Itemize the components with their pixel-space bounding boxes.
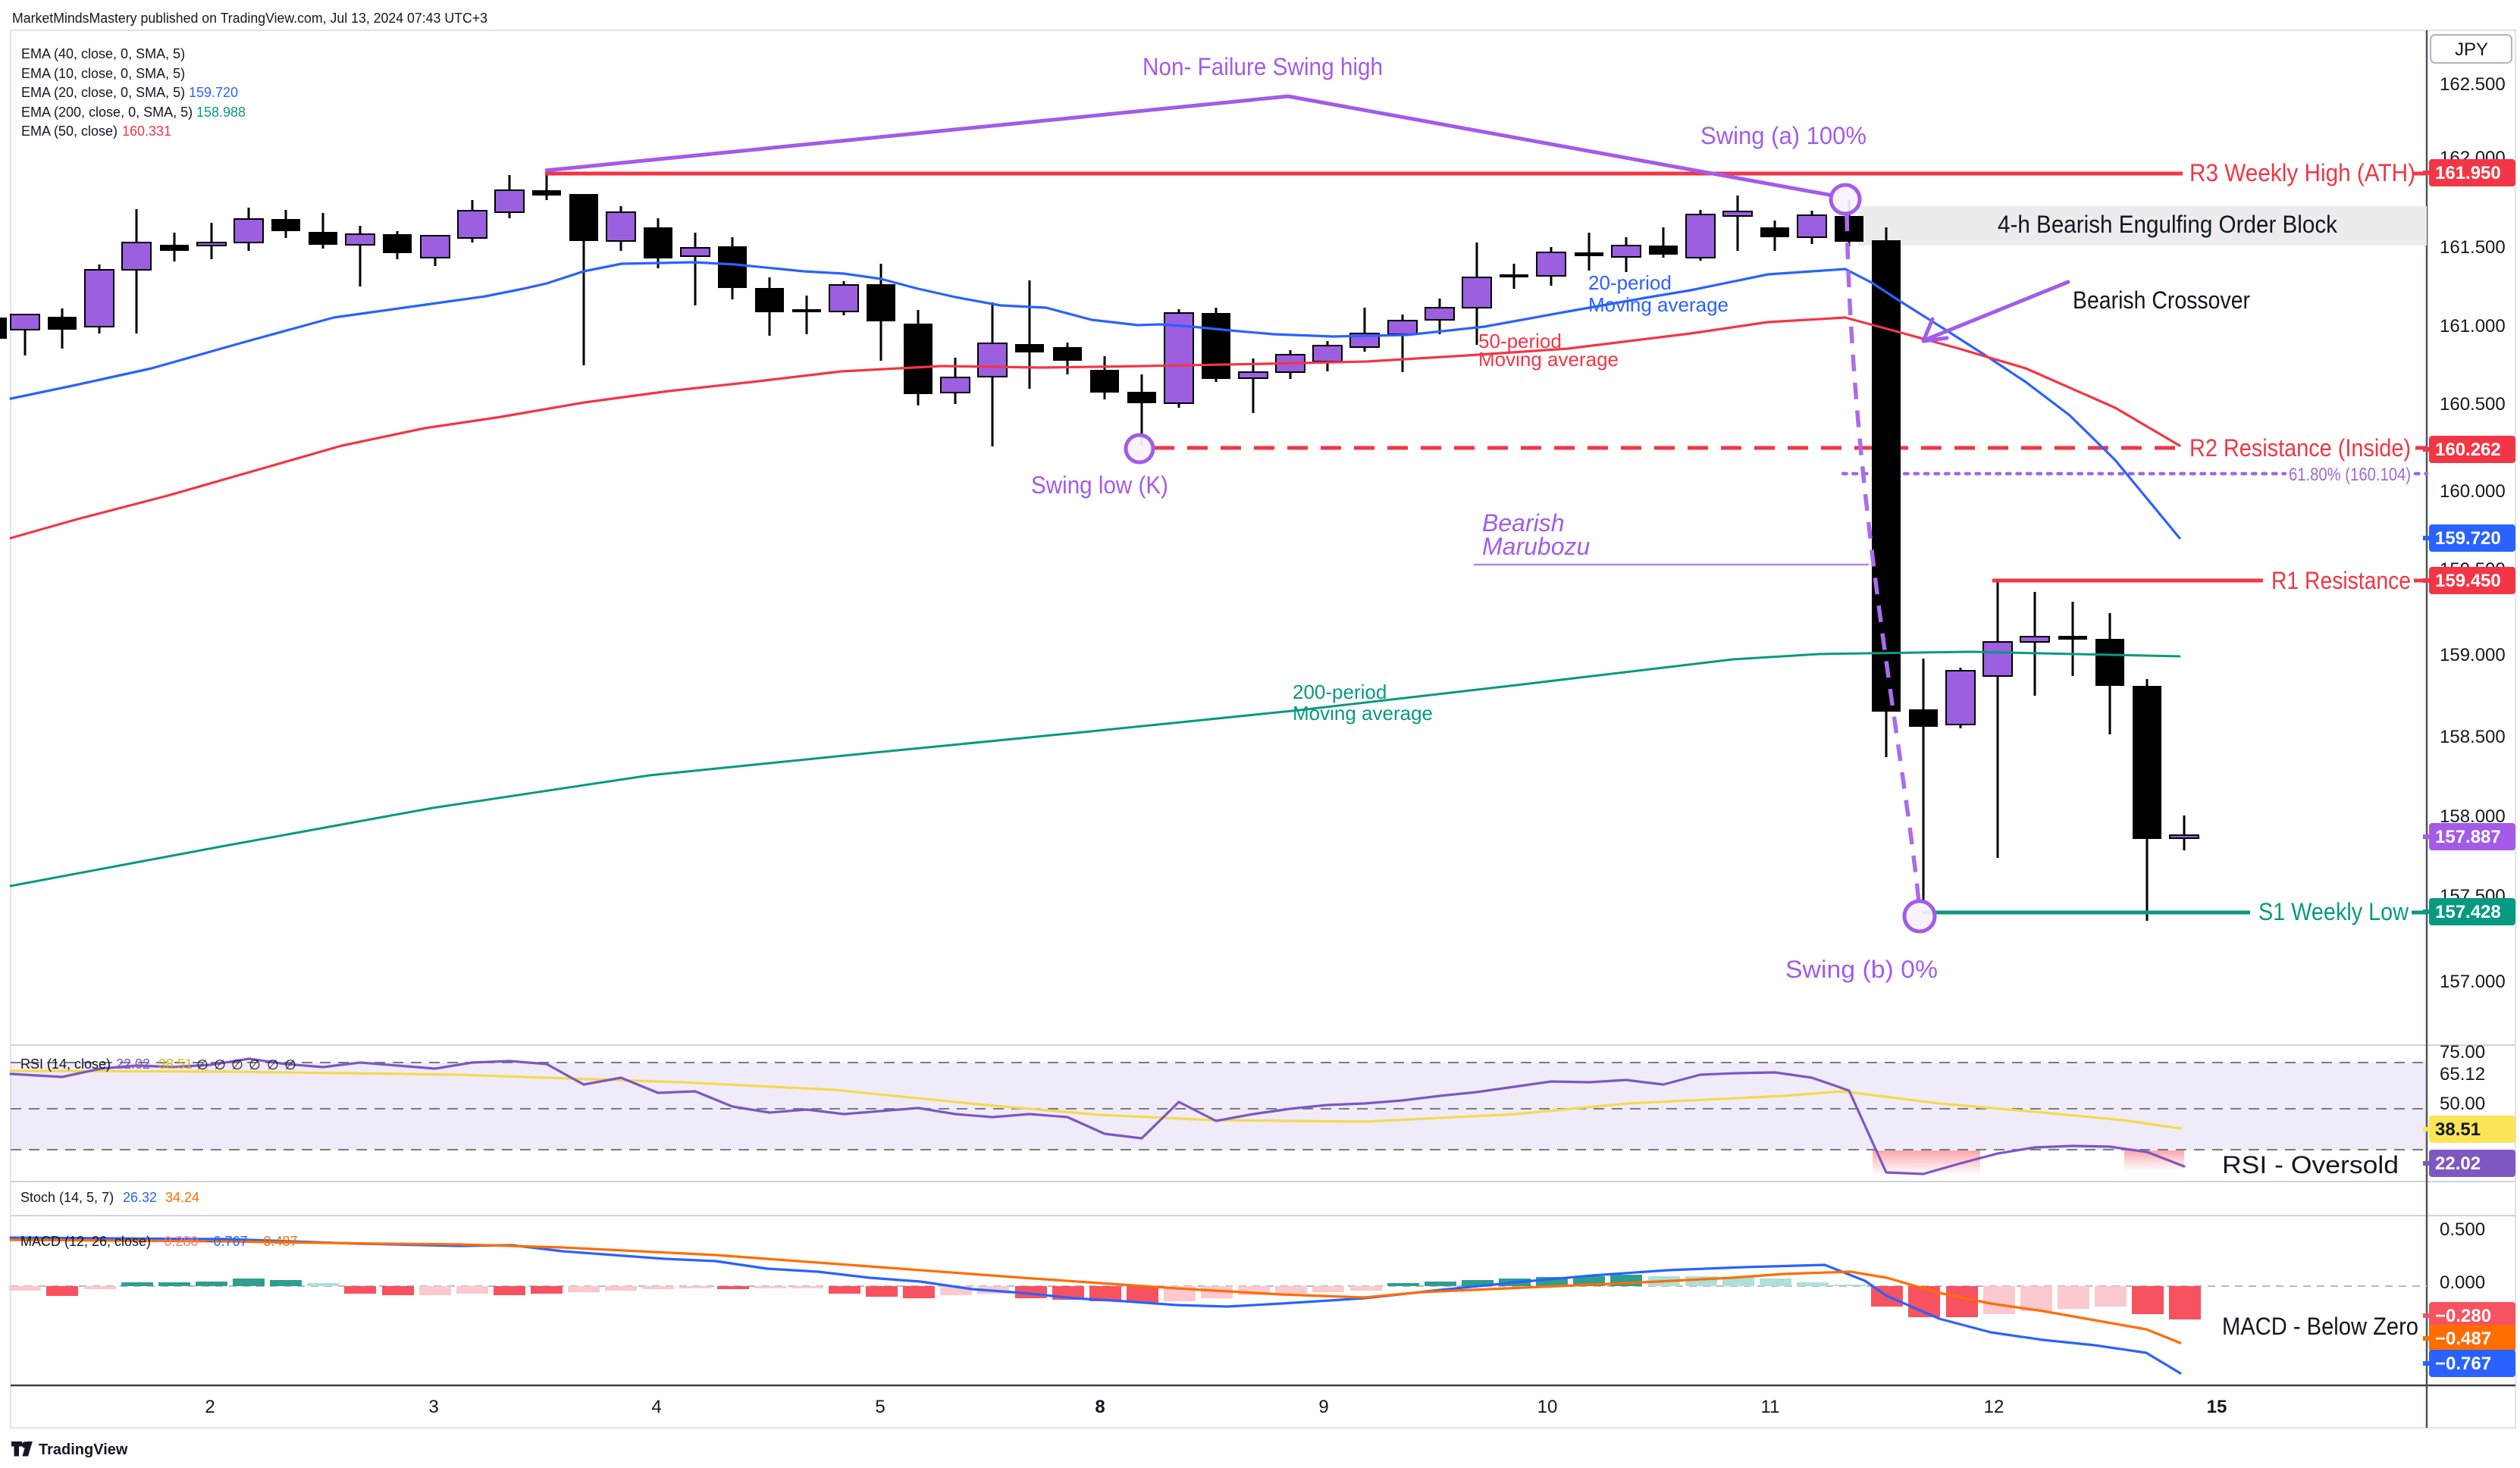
svg-text:Swing (a) 100%: Swing (a) 100% — [1700, 122, 1866, 149]
svg-text:MACD (12, 26, close): MACD (12, 26, close) — [20, 1234, 151, 1249]
svg-text:50-period: 50-period — [1478, 330, 1562, 352]
svg-text:Non- Failure Swing high: Non- Failure Swing high — [1142, 53, 1383, 80]
svg-text:159.720: 159.720 — [2435, 528, 2501, 549]
svg-text:8: 8 — [1095, 1397, 1105, 1417]
svg-text:Swing low (K): Swing low (K) — [1031, 471, 1168, 499]
svg-text:157.428: 157.428 — [2435, 902, 2501, 922]
svg-text:Marubozu: Marubozu — [1482, 533, 1591, 560]
svg-text:38.51: 38.51 — [2435, 1119, 2481, 1140]
svg-text:162.500: 162.500 — [2440, 74, 2506, 95]
svg-text:−0.487: −0.487 — [255, 1234, 298, 1249]
svg-text:−0.280: −0.280 — [2435, 1306, 2491, 1326]
svg-text:0.000: 0.000 — [2440, 1272, 2485, 1293]
svg-text:TradingView: TradingView — [39, 1441, 128, 1458]
svg-text:26.32: 26.32 — [123, 1190, 157, 1205]
svg-text:20-period: 20-period — [1588, 271, 1672, 294]
svg-text:EMA (50, close): EMA (50, close) — [21, 124, 118, 139]
svg-text:10: 10 — [1537, 1397, 1558, 1417]
svg-text:158.500: 158.500 — [2440, 727, 2506, 747]
svg-text:159.720: 159.720 — [189, 85, 238, 100]
svg-text:159.450: 159.450 — [2435, 571, 2501, 591]
svg-text:∅: ∅ — [231, 1057, 243, 1072]
svg-text:15: 15 — [2207, 1397, 2227, 1417]
svg-text:160.000: 160.000 — [2440, 481, 2506, 502]
svg-text:0.500: 0.500 — [2440, 1219, 2485, 1240]
svg-text:EMA (20, close, 0, SMA, 5): EMA (20, close, 0, SMA, 5) — [21, 85, 185, 100]
svg-text:Moving average: Moving average — [1588, 293, 1729, 316]
svg-text:75.00: 75.00 — [2440, 1042, 2485, 1063]
svg-text:158.988: 158.988 — [196, 105, 246, 120]
svg-text:EMA (40, close, 0, SMA, 5): EMA (40, close, 0, SMA, 5) — [21, 46, 185, 61]
svg-text:4-h Bearish Engulfing Order Bl: 4-h Bearish Engulfing Order Block — [1998, 211, 2338, 238]
svg-text:Moving average: Moving average — [1478, 348, 1619, 371]
svg-text:MACD - Below Zero: MACD - Below Zero — [2222, 1313, 2418, 1340]
svg-text:65.12: 65.12 — [2440, 1064, 2485, 1085]
svg-text:∅: ∅ — [284, 1057, 296, 1072]
svg-text:JPY: JPY — [2455, 39, 2488, 60]
svg-text:160.262: 160.262 — [2435, 440, 2501, 460]
svg-text:MarketMindsMastery published o: MarketMindsMastery published on TradingV… — [12, 11, 487, 26]
svg-text:38.51: 38.51 — [158, 1056, 193, 1072]
svg-text:22.02: 22.02 — [116, 1056, 150, 1072]
svg-text:∅: ∅ — [267, 1057, 279, 1072]
svg-text:5: 5 — [875, 1397, 885, 1417]
svg-text:S1 Weekly Low: S1 Weekly Low — [2258, 898, 2409, 925]
svg-text:−0.767: −0.767 — [205, 1234, 248, 1249]
svg-text:EMA (10, close, 0, SMA, 5): EMA (10, close, 0, SMA, 5) — [21, 66, 185, 81]
svg-text:RSI - Oversold: RSI - Oversold — [2222, 1151, 2399, 1178]
svg-text:160.500: 160.500 — [2440, 394, 2506, 415]
svg-text:50.00: 50.00 — [2440, 1094, 2485, 1114]
svg-text:159.000: 159.000 — [2440, 645, 2506, 665]
svg-text:Moving average: Moving average — [1293, 702, 1433, 725]
svg-text:3: 3 — [428, 1397, 438, 1417]
svg-text:161.000: 161.000 — [2440, 316, 2506, 336]
svg-text:61.80% (160.104): 61.80% (160.104) — [2289, 465, 2411, 485]
svg-text:−0.767: −0.767 — [2435, 1354, 2491, 1374]
svg-text:∅: ∅ — [249, 1057, 261, 1072]
svg-text:∅: ∅ — [214, 1057, 226, 1072]
svg-text:Bearish: Bearish — [1482, 509, 1565, 537]
svg-text:Bearish Crossover: Bearish Crossover — [2073, 286, 2250, 314]
svg-text:R2 Resistance (Inside): R2 Resistance (Inside) — [2189, 434, 2411, 462]
svg-text:R3 Weekly High (ATH): R3 Weekly High (ATH) — [2189, 159, 2415, 186]
svg-text:Stoch (14, 5, 7): Stoch (14, 5, 7) — [20, 1190, 114, 1205]
svg-text:R1 Resistance: R1 Resistance — [2271, 567, 2411, 594]
svg-text:−0.487: −0.487 — [2435, 1329, 2491, 1349]
svg-text:2: 2 — [205, 1397, 215, 1417]
svg-text:12: 12 — [1984, 1397, 2004, 1417]
svg-text:∅: ∅ — [196, 1057, 208, 1072]
svg-text:161.950: 161.950 — [2435, 163, 2501, 183]
svg-text:161.500: 161.500 — [2440, 237, 2506, 258]
svg-text:157.887: 157.887 — [2435, 827, 2501, 847]
svg-text:Swing (b) 0%: Swing (b) 0% — [1785, 956, 1938, 983]
svg-text:22.02: 22.02 — [2435, 1153, 2481, 1174]
svg-text:200-period: 200-period — [1293, 681, 1387, 703]
svg-text:EMA (200, close, 0, SMA, 5): EMA (200, close, 0, SMA, 5) — [21, 105, 193, 120]
svg-text:160.331: 160.331 — [122, 124, 171, 139]
svg-text:9: 9 — [1318, 1397, 1328, 1417]
svg-text:RSI (14, close): RSI (14, close) — [20, 1056, 111, 1072]
svg-text:34.24: 34.24 — [165, 1190, 199, 1205]
svg-text:11: 11 — [1761, 1397, 1780, 1417]
svg-text:157.000: 157.000 — [2440, 972, 2506, 992]
svg-text:−0.280: −0.280 — [156, 1234, 199, 1249]
svg-text:4: 4 — [651, 1397, 661, 1417]
